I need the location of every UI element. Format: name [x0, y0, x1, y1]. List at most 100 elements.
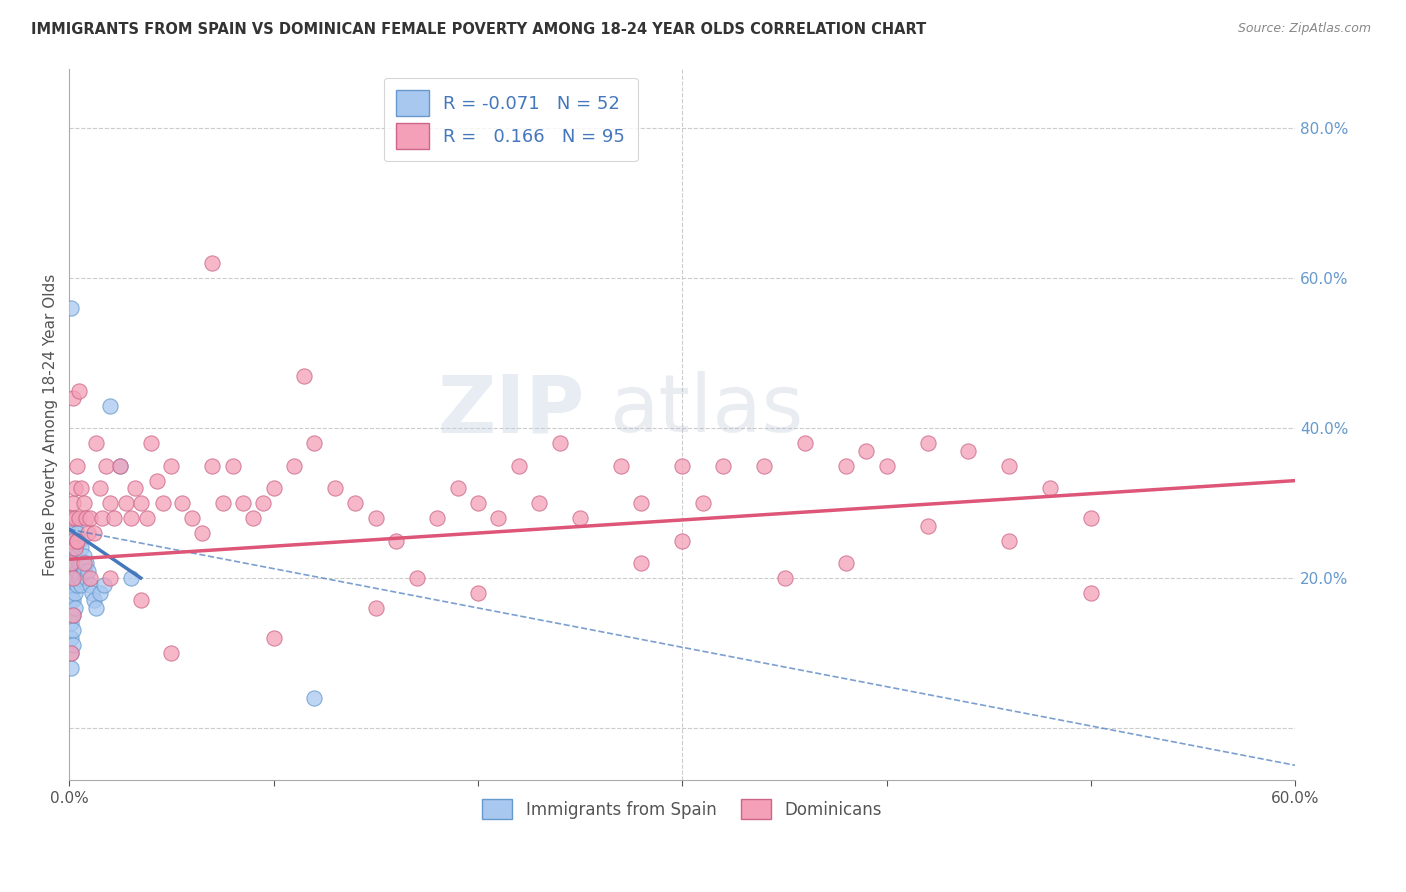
Point: [115, 496, 138, 510]
Point: [998, 533, 1021, 548]
Point: [671, 533, 693, 548]
Point: [62, 511, 84, 525]
Point: [405, 571, 427, 585]
Point: [66, 578, 89, 592]
Point: [70, 481, 93, 495]
Point: [110, 458, 132, 473]
Point: [998, 458, 1021, 473]
Point: [170, 496, 193, 510]
Point: [222, 458, 245, 473]
Y-axis label: Female Poverty Among 18-24 Year Olds: Female Poverty Among 18-24 Year Olds: [44, 273, 58, 575]
Point: [692, 496, 714, 510]
Point: [304, 690, 326, 705]
Point: [211, 496, 233, 510]
Point: [69, 384, 91, 398]
Point: [62, 624, 84, 638]
Point: [65, 518, 87, 533]
Point: [180, 511, 202, 525]
Point: [60, 646, 83, 660]
Point: [529, 496, 551, 510]
Point: [70, 556, 93, 570]
Point: [66, 549, 89, 563]
Point: [446, 481, 468, 495]
Point: [146, 474, 169, 488]
Point: [135, 511, 157, 525]
Point: [65, 571, 87, 585]
Point: [304, 436, 326, 450]
Point: [139, 436, 162, 450]
Point: [69, 556, 91, 570]
Point: [60, 556, 83, 570]
Point: [83, 593, 105, 607]
Point: [232, 496, 254, 510]
Point: [1080, 511, 1102, 525]
Text: ZIP: ZIP: [437, 371, 585, 450]
Point: [65, 541, 87, 555]
Point: [835, 556, 858, 570]
Point: [323, 481, 346, 495]
Point: [917, 436, 939, 450]
Point: [671, 458, 693, 473]
Point: [426, 511, 449, 525]
Point: [60, 526, 83, 541]
Point: [60, 608, 83, 623]
Text: atlas: atlas: [609, 371, 803, 450]
Point: [917, 518, 939, 533]
Point: [60, 571, 83, 585]
Point: [160, 458, 183, 473]
Point: [80, 586, 103, 600]
Point: [65, 541, 87, 555]
Point: [385, 533, 408, 548]
Point: [65, 556, 87, 570]
Text: Source: ZipAtlas.com: Source: ZipAtlas.com: [1237, 22, 1371, 36]
Point: [486, 511, 509, 525]
Point: [70, 578, 93, 592]
Point: [344, 496, 367, 510]
Point: [60, 533, 83, 548]
Point: [110, 458, 132, 473]
Point: [129, 496, 152, 510]
Point: [62, 608, 84, 623]
Point: [75, 511, 97, 525]
Point: [752, 458, 775, 473]
Point: [876, 458, 898, 473]
Point: [120, 571, 142, 585]
Point: [84, 436, 107, 450]
Point: [467, 586, 489, 600]
Point: [98, 399, 121, 413]
Point: [242, 511, 264, 525]
Point: [60, 511, 83, 525]
Point: [1080, 586, 1102, 600]
Point: [60, 301, 83, 316]
Point: [79, 578, 101, 592]
Point: [79, 511, 101, 525]
Point: [548, 436, 571, 450]
Point: [60, 631, 83, 645]
Point: [62, 571, 84, 585]
Point: [835, 458, 858, 473]
Point: [83, 526, 105, 541]
Point: [794, 436, 817, 450]
Point: [103, 511, 125, 525]
Point: [60, 541, 83, 555]
Point: [124, 481, 146, 495]
Point: [72, 564, 94, 578]
Point: [62, 639, 84, 653]
Point: [160, 646, 183, 660]
Point: [364, 601, 387, 615]
Point: [62, 391, 84, 405]
Point: [94, 458, 117, 473]
Point: [263, 481, 285, 495]
Point: [70, 541, 93, 555]
Point: [72, 496, 94, 510]
Point: [93, 578, 115, 592]
Point: [66, 564, 89, 578]
Point: [65, 601, 87, 615]
Point: [773, 571, 796, 585]
Point: [152, 496, 174, 510]
Point: [252, 496, 274, 510]
Point: [855, 443, 877, 458]
Point: [630, 556, 652, 570]
Point: [62, 496, 84, 510]
Point: [72, 556, 94, 570]
